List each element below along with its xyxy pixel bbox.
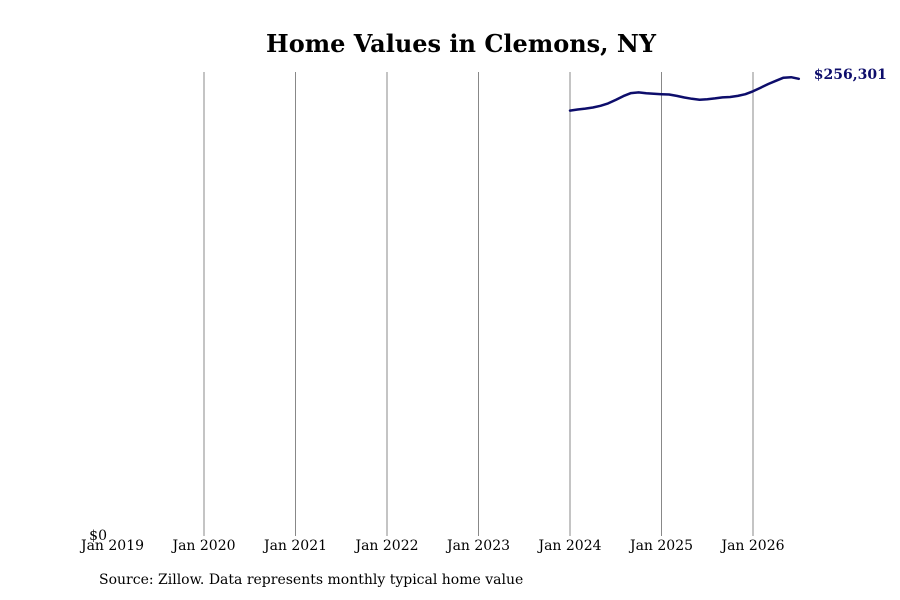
source-note: Source: Zillow. Data represents monthly … xyxy=(99,572,524,588)
gridlines xyxy=(203,72,754,536)
end-value-label: $256,301 xyxy=(814,67,887,83)
x-tick-label: Jan 2025 xyxy=(628,538,693,554)
home-value-line xyxy=(568,75,801,112)
x-tick-label: Jan 2023 xyxy=(445,538,510,554)
x-tick-label: Jan 2024 xyxy=(536,538,601,554)
x-tick-label: Jan 2021 xyxy=(262,538,327,554)
y-tick-label: $0 xyxy=(89,528,107,544)
y-tick-labels: $0 xyxy=(89,528,107,544)
x-tick-labels: Jan 2019 Jan 2020 Jan 2021 Jan 2022 Jan 2023… xyxy=(79,538,785,554)
x-tick-label: Jan 2020 xyxy=(170,538,235,554)
x-tick-label: Jan 2022 xyxy=(353,538,418,554)
chart-title: Home Values in Clemons, NY xyxy=(266,29,657,58)
x-tick-label: Jan 2019 xyxy=(79,538,144,554)
x-tick-label: Jan 2026 xyxy=(719,538,784,554)
